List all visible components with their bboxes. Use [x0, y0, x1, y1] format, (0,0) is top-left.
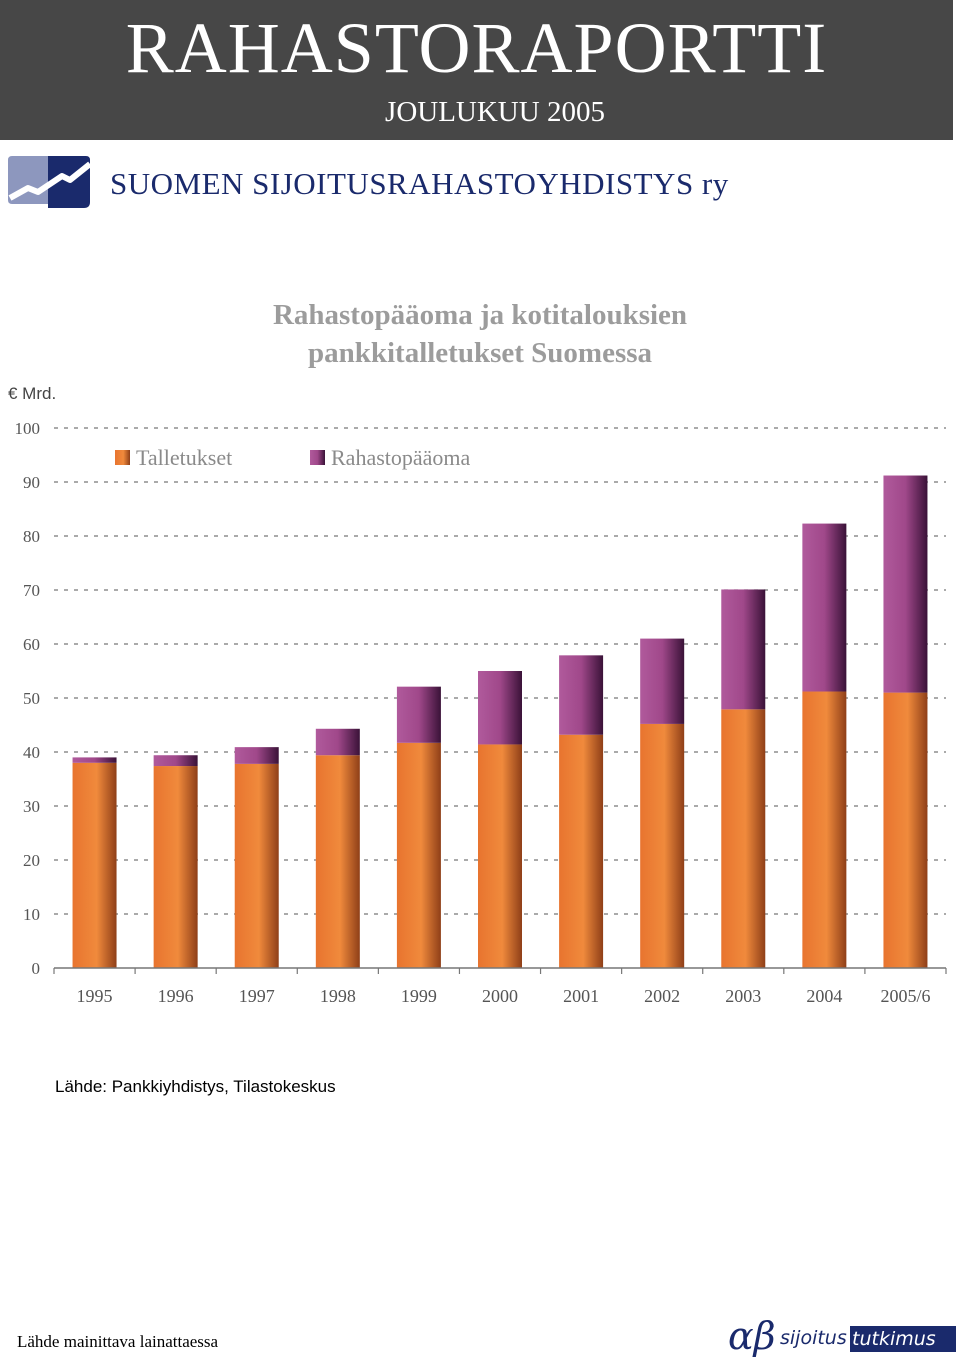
association-logo: [8, 156, 92, 208]
report-header: RAHASTORAPORTTI JOULUKUU 2005: [0, 0, 953, 140]
x-tick-label: 1998: [320, 986, 356, 1006]
x-tick-label: 1997: [239, 986, 275, 1006]
organization-name: SUOMEN SIJOITUSRAHASTOYHDISTYS ry: [110, 166, 729, 201]
y-tick-label: 40: [23, 743, 40, 762]
x-tick-label: 1999: [401, 986, 437, 1006]
legend-swatch-talletukset: [115, 450, 130, 465]
x-axis: [53, 967, 947, 974]
bar-talletukset: [640, 723, 685, 968]
brand-box: tutkimus: [850, 1326, 956, 1352]
y-tick-label: 20: [23, 851, 40, 870]
x-tick-label: 2004: [806, 986, 842, 1006]
x-tick-label: 2005/6: [880, 986, 930, 1006]
legend-label-talletukset: Talletukset: [136, 445, 232, 470]
chart-title: Rahastopääoma ja kotitalouksien pankkita…: [272, 299, 688, 369]
logo-trend-line: [8, 161, 92, 201]
bar-talletukset: [559, 734, 604, 968]
y-tick-label: 80: [23, 527, 40, 546]
y-tick-label: 10: [23, 905, 40, 924]
x-tick-label: 2003: [725, 986, 761, 1006]
bar-talletukset: [883, 692, 928, 968]
sijoitustutkimus-logo: αβ sijoitus tutkimus: [728, 1314, 958, 1362]
brand-symbol: αβ: [728, 1314, 776, 1358]
y-tick-label: 70: [23, 581, 40, 600]
y-tick-label: 0: [32, 959, 41, 978]
bar-rahastopaaoma: [802, 523, 847, 692]
citation-note: Lähde mainittava lainattaessa: [17, 1332, 219, 1351]
y-tick-label: 60: [23, 635, 40, 654]
bar-rahastopaaoma: [396, 686, 441, 743]
x-tick-label: 2000: [482, 986, 518, 1006]
bar-talletukset: [396, 742, 441, 968]
bar-rahastopaaoma: [883, 475, 928, 693]
bar-talletukset: [721, 709, 766, 968]
bar-talletukset: [802, 691, 847, 968]
x-tick-label: 2001: [563, 986, 599, 1006]
x-axis-ticks: 1995 1996 1997 1998 1999 2000 2001 2002 2003 2004…: [77, 986, 931, 1006]
y-tick-label: 30: [23, 797, 40, 816]
source-note: Lähde: Pankkiyhdistys, Tilastokeskus: [55, 1077, 336, 1096]
bar-rahastopaaoma: [234, 747, 279, 764]
brand-word-tutkimus: tutkimus: [852, 1328, 936, 1350]
bar-talletukset: [72, 762, 117, 968]
report-title: RAHASTORAPORTTI: [125, 8, 828, 88]
bar-rahastopaaoma: [640, 638, 685, 724]
bars: [72, 475, 928, 968]
bar-talletukset: [234, 763, 279, 968]
legend: Talletukset Rahastopääoma: [115, 445, 471, 470]
bar-rahastopaaoma: [153, 755, 198, 767]
brand-word-sijoitus: sijoitus: [780, 1327, 847, 1349]
x-tick-label: 2002: [644, 986, 680, 1006]
bar-talletukset: [153, 766, 198, 968]
bar-talletukset: [315, 755, 360, 968]
y-tick-label: 90: [23, 473, 40, 492]
bar-talletukset: [478, 744, 522, 968]
y-axis-unit: € Mrd.: [8, 384, 57, 403]
y-tick-label: 100: [15, 419, 41, 438]
x-tick-label: 1995: [77, 986, 113, 1006]
bar-rahastopaaoma: [478, 671, 522, 745]
y-tick-label: 50: [23, 689, 40, 708]
bar-rahastopaaoma: [721, 589, 766, 710]
gridlines: [54, 427, 946, 915]
bar-rahastopaaoma: [315, 728, 360, 756]
x-tick-label: 1996: [158, 986, 194, 1006]
y-axis-ticks: 0 10 20 30 40 50 60 70 80 90 100: [15, 419, 41, 978]
bar-rahastopaaoma: [72, 757, 117, 763]
report-date: JOULUKUU 2005: [385, 96, 605, 128]
legend-label-rahastopaaoma: Rahastopääoma: [331, 445, 471, 470]
legend-swatch-rahastopaaoma: [310, 450, 325, 465]
bar-rahastopaaoma: [559, 655, 604, 735]
